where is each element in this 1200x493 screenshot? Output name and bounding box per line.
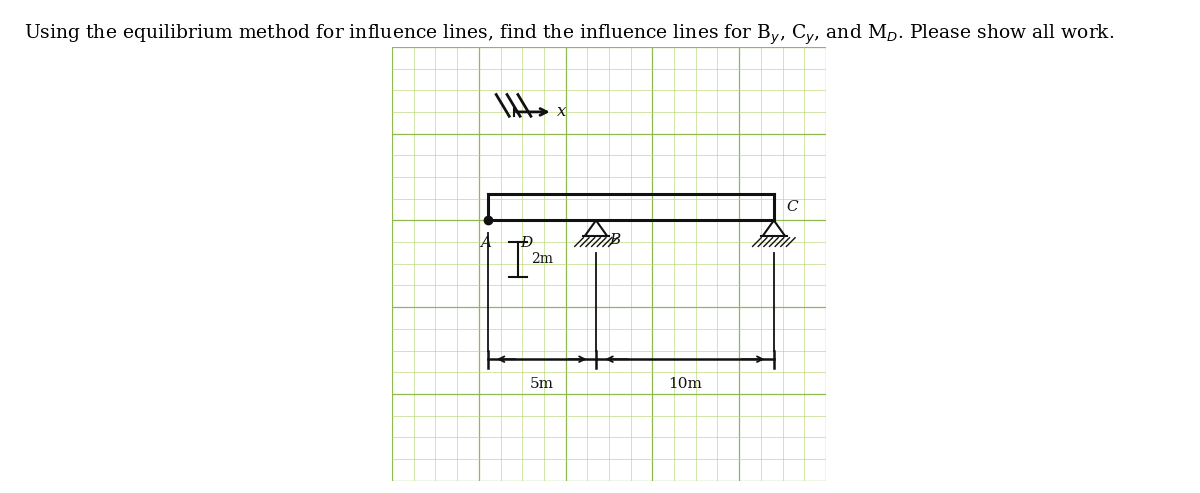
Text: x: x xyxy=(557,104,566,120)
Text: Using the equilibrium method for influence lines, find the influence lines for B: Using the equilibrium method for influen… xyxy=(24,22,1115,47)
Text: 10m: 10m xyxy=(668,377,702,390)
Text: D: D xyxy=(521,236,533,249)
Text: A: A xyxy=(480,236,491,249)
Text: 5m: 5m xyxy=(529,377,553,390)
Text: 2m: 2m xyxy=(530,252,553,266)
Text: B: B xyxy=(610,233,620,247)
Text: C: C xyxy=(787,200,798,214)
